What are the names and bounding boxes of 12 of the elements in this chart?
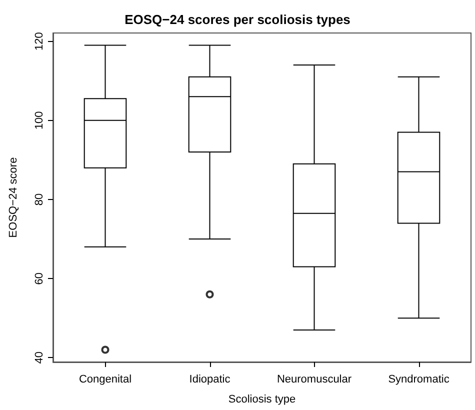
y-tick-label: 40 — [34, 352, 46, 364]
y-tick-label: 80 — [34, 193, 46, 206]
x-tick-label: Syndromatic — [388, 374, 450, 386]
y-tick-label: 100 — [34, 111, 46, 130]
chart-title: EOSQ−24 scores per scoliosis types — [124, 12, 350, 27]
x-tick-label: Congenital — [78, 374, 132, 386]
x-tick-label: Neuromuscular — [276, 374, 352, 386]
y-tick-label: 60 — [34, 272, 46, 285]
x-axis-title: Scoliosis type — [228, 394, 296, 406]
y-tick-label: 120 — [34, 32, 46, 50]
x-tick-label: Idiopatic — [189, 374, 231, 386]
y-axis-title: EOSQ−24 score — [8, 157, 20, 238]
